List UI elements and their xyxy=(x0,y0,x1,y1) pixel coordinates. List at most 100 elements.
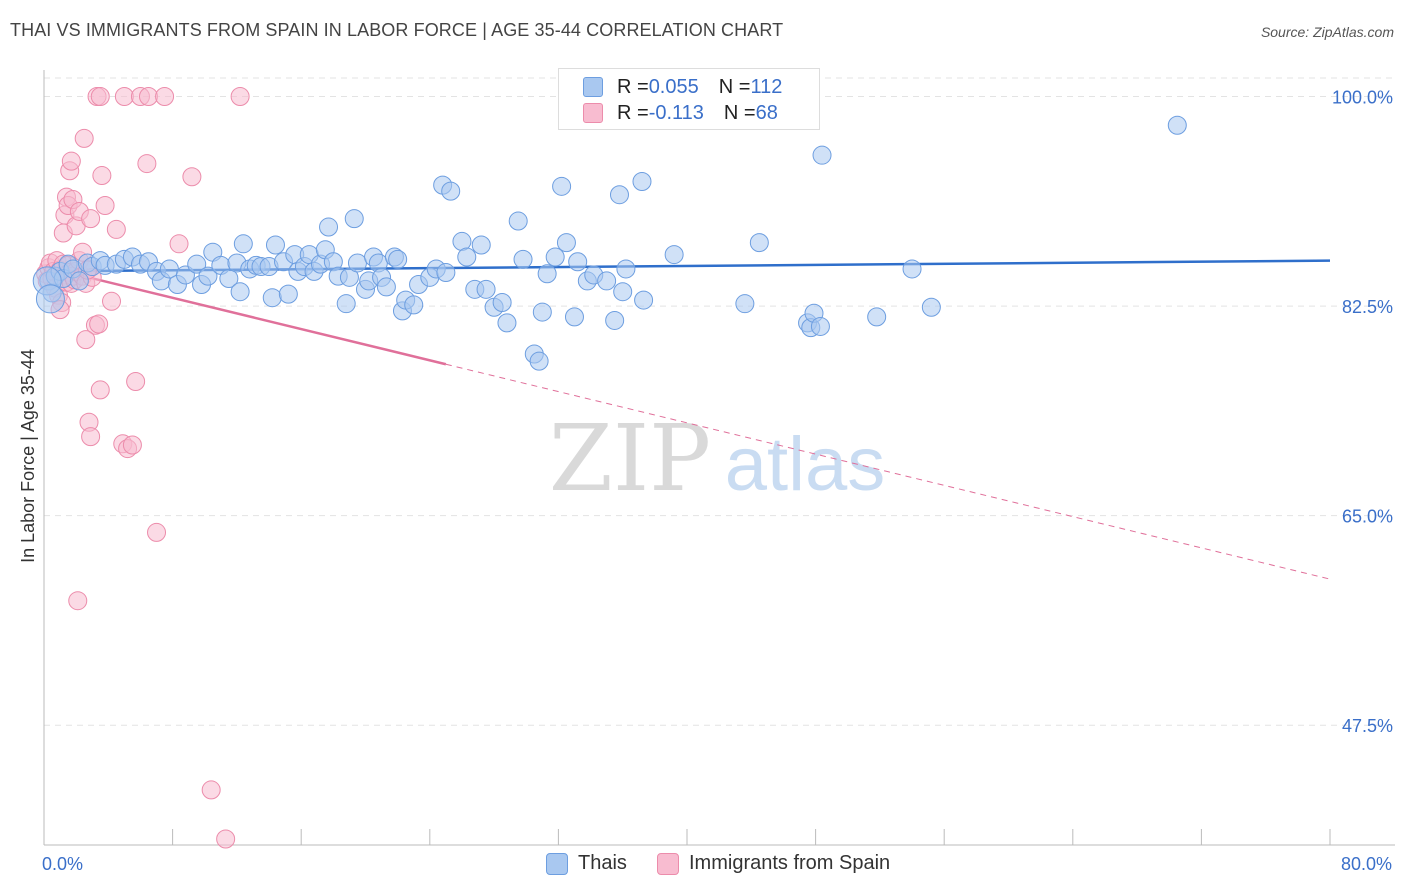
thais-point xyxy=(532,302,552,322)
legend-row-thais: R = 0.055 N = 112 xyxy=(583,75,782,99)
legend-n-label: N = xyxy=(723,101,756,124)
thais-point xyxy=(457,247,477,267)
thais-point xyxy=(1167,115,1187,135)
thais-point xyxy=(376,277,396,297)
spain-point xyxy=(102,291,122,311)
thais-point xyxy=(529,351,549,371)
spain-point xyxy=(95,195,115,215)
thais-point xyxy=(336,294,356,314)
thais-point xyxy=(508,211,528,231)
spain-point xyxy=(106,219,126,239)
thais-point xyxy=(230,282,250,302)
y-tick-label: 100.0% xyxy=(1332,88,1393,108)
thais-point xyxy=(616,259,636,279)
x-tick-label: 0.0% xyxy=(42,854,83,874)
spain-point xyxy=(122,435,142,455)
legend-r-value: 0.055 xyxy=(648,75,699,98)
spain-point xyxy=(89,314,109,334)
thais-point xyxy=(198,266,218,286)
source-label: Source: ZipAtlas.com xyxy=(1260,24,1394,40)
spain-point xyxy=(169,234,189,254)
thais-point xyxy=(476,279,496,299)
legend-n-value: 68 xyxy=(755,101,778,124)
thais-point xyxy=(471,235,491,255)
axis-labels: 100.0% 82.5% 65.0% 47.5% 0.0% 80.0% In Labor F… xyxy=(18,88,1393,875)
thais-point xyxy=(632,172,652,192)
y-tick-label: 65.0% xyxy=(1342,507,1393,527)
legend-item-thais[interactable]: Thais xyxy=(546,852,627,875)
y-tick-label: 82.5% xyxy=(1342,297,1393,317)
axes xyxy=(43,70,1395,846)
watermark: ZIP atlas xyxy=(549,405,885,512)
thais-point xyxy=(513,249,533,269)
spain-point xyxy=(90,380,110,400)
y-tick-label: 47.5% xyxy=(1342,716,1393,736)
spain-point xyxy=(138,87,158,106)
thais-point xyxy=(265,235,285,255)
legend-item-immigrants-from-spain[interactable]: Immigrants from Spain xyxy=(657,852,890,875)
thais-point xyxy=(867,307,887,327)
thais-point xyxy=(404,295,424,315)
spain-trend-line-dashed xyxy=(445,363,1331,580)
spain-point xyxy=(201,780,221,800)
x-tick-label: 80.0% xyxy=(1341,854,1392,874)
thais-point xyxy=(921,297,941,317)
spain-point xyxy=(126,372,146,392)
spain-point xyxy=(182,167,202,187)
thais-point xyxy=(735,294,755,314)
thais-point xyxy=(537,264,557,284)
thais-point xyxy=(69,271,89,291)
legend-row-spain: R = -0.113 N = 68 xyxy=(583,101,778,125)
thais-point xyxy=(344,209,364,229)
spain-point xyxy=(114,87,134,106)
thais-point xyxy=(902,259,922,279)
thais-point xyxy=(388,249,408,269)
legend-n-value: 112 xyxy=(750,75,783,98)
watermark-atlas: atlas xyxy=(725,422,886,507)
spain-point xyxy=(137,154,157,174)
spain-point xyxy=(74,128,94,148)
thais-point xyxy=(35,284,65,314)
spain-trend-line-solid xyxy=(43,265,447,366)
spain-point xyxy=(216,829,236,849)
spain-point xyxy=(92,166,112,186)
thais-point xyxy=(347,253,367,273)
thais-point xyxy=(436,263,456,283)
legend-r-label: R = xyxy=(617,75,649,98)
spain-point xyxy=(61,151,81,171)
thais-point xyxy=(556,233,576,253)
blue-swatch-icon xyxy=(546,852,568,875)
thais-point xyxy=(187,254,207,274)
pink-swatch-icon xyxy=(583,103,603,123)
thais-point xyxy=(634,290,654,310)
blue-swatch-icon xyxy=(583,77,603,97)
thais-point xyxy=(605,310,625,330)
watermark-zip: ZIP xyxy=(549,405,711,512)
chart-title: THAI VS IMMIGRANTS FROM SPAIN IN LABOR F… xyxy=(10,20,784,40)
series-immigrants-from-spain-points xyxy=(36,87,250,849)
spain-point xyxy=(81,427,101,447)
thais-point xyxy=(492,292,512,312)
thais-point xyxy=(319,217,339,237)
thais-point xyxy=(812,145,832,165)
legend-r-label: R = xyxy=(617,101,649,124)
thais-point xyxy=(810,316,830,336)
thais-point xyxy=(545,247,565,267)
thais-point xyxy=(664,245,684,265)
legend-item-label: Immigrants from Spain xyxy=(689,852,891,874)
spain-point xyxy=(230,87,250,106)
stats-legend: R = 0.055 N = 112 R = -0.113 N = 68 xyxy=(558,68,820,130)
thais-point xyxy=(749,233,769,253)
legend-r-value: -0.113 xyxy=(648,101,704,124)
spain-point xyxy=(155,87,175,106)
thais-point xyxy=(613,282,633,302)
thais-point xyxy=(262,288,282,308)
thais-point xyxy=(564,307,584,327)
thais-point xyxy=(609,185,629,205)
thais-point xyxy=(278,284,298,304)
thais-point xyxy=(233,234,253,254)
thais-point xyxy=(339,267,359,287)
spain-point xyxy=(68,591,88,611)
thais-point xyxy=(219,269,239,289)
